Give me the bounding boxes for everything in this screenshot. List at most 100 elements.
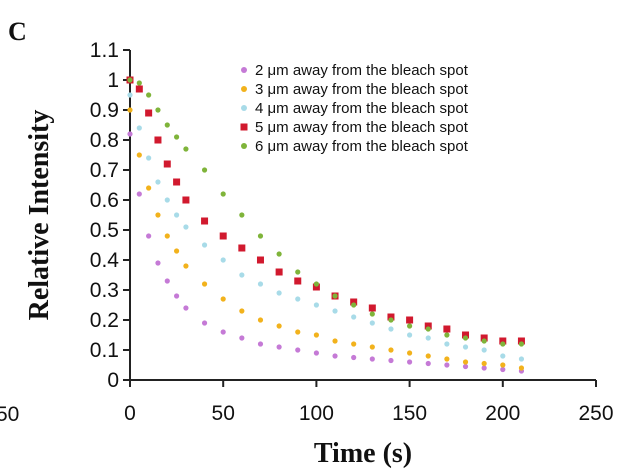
legend-item: 6 μm away from the bleach spot	[241, 138, 469, 155]
data-point	[313, 281, 319, 287]
data-point	[500, 341, 506, 347]
y-tick-label: 0.3	[90, 279, 119, 302]
x-tick-label: 250	[578, 402, 613, 425]
data-point	[276, 251, 282, 257]
legend-label: 6 μm away from the bleach spot	[255, 138, 469, 155]
data-point	[388, 357, 394, 364]
data-point	[313, 332, 319, 338]
data-point	[368, 304, 376, 312]
legend-marker	[241, 86, 247, 92]
y-tick-label: 0.9	[90, 99, 119, 122]
data-point	[295, 347, 301, 353]
left-edge-label: 50	[0, 403, 19, 426]
data-point	[500, 362, 506, 368]
data-point	[351, 314, 357, 320]
data-point	[201, 167, 208, 173]
data-point	[220, 257, 226, 263]
data-point	[444, 356, 450, 362]
data-point	[201, 242, 208, 248]
data-point	[369, 311, 375, 317]
data-point	[174, 212, 180, 218]
legend-marker	[241, 143, 247, 149]
data-point	[183, 263, 189, 269]
legend-item: 2 μm away from the bleach spot	[241, 62, 469, 79]
data-point	[444, 362, 450, 368]
data-point	[155, 212, 161, 218]
data-point	[350, 298, 358, 306]
data-point	[220, 296, 226, 302]
data-point	[155, 107, 161, 113]
data-point	[136, 191, 142, 197]
legend-label: 5 μm away from the bleach spot	[255, 119, 469, 136]
data-point	[480, 334, 488, 342]
data-point	[146, 155, 152, 161]
data-point	[182, 196, 190, 204]
x-tick-label: 100	[299, 402, 334, 425]
data-point	[332, 353, 338, 359]
data-point	[406, 316, 414, 324]
data-point	[387, 313, 395, 321]
data-point	[518, 356, 525, 362]
data-point	[351, 341, 357, 347]
y-axis-label: Relative Intensity	[24, 110, 55, 321]
data-point	[220, 329, 226, 335]
data-point	[294, 277, 302, 285]
plot-area: 0 0.1 0.2 0.3 0.4 0.5 0.6 0.7 0.8 0.9 1 1.1 0 50 100 1…	[90, 39, 614, 425]
data-point	[257, 281, 264, 287]
data-point	[239, 335, 245, 341]
data-point	[332, 293, 338, 299]
data-point	[146, 233, 152, 239]
legend-marker	[240, 123, 248, 131]
legend-marker	[241, 67, 247, 73]
y-tick-label: 0.5	[90, 219, 119, 242]
data-point	[500, 366, 506, 373]
data-point	[154, 136, 162, 144]
data-point	[425, 326, 431, 332]
data-point	[407, 332, 413, 338]
data-point	[518, 341, 525, 347]
data-point	[275, 268, 283, 276]
data-point	[276, 290, 282, 296]
legend-marker	[241, 105, 247, 111]
data-point	[444, 341, 450, 347]
data-point	[295, 269, 301, 275]
data-point	[388, 326, 394, 332]
data-point	[174, 293, 180, 299]
y-tick-label: 0.8	[90, 129, 119, 152]
data-point	[518, 365, 525, 371]
data-point	[163, 160, 171, 168]
data-point	[183, 305, 189, 311]
data-point	[164, 278, 170, 284]
data-point	[369, 356, 375, 362]
x-tick-label: 50	[212, 402, 235, 425]
legend-label: 4 μm away from the bleach spot	[255, 100, 469, 117]
data-point	[164, 122, 170, 128]
y-tick-label: 0.2	[90, 309, 119, 332]
data-point	[146, 92, 152, 98]
data-point	[332, 338, 338, 344]
data-point	[201, 217, 209, 225]
data-point	[481, 347, 487, 353]
data-point	[462, 363, 469, 370]
data-point	[481, 360, 487, 367]
data-point	[183, 146, 189, 152]
data-point	[312, 283, 320, 291]
series-5	[127, 77, 525, 347]
data-point	[462, 335, 469, 341]
data-point	[462, 359, 469, 365]
legend-label: 2 μm away from the bleach spot	[255, 62, 469, 79]
data-point	[407, 359, 413, 365]
legend-item: 5 μm away from the bleach spot	[240, 119, 469, 136]
data-point	[388, 347, 394, 353]
data-point	[127, 131, 133, 137]
data-point	[313, 302, 319, 308]
x-tick-label: 200	[485, 402, 520, 425]
data-point	[239, 308, 245, 314]
data-point	[351, 302, 357, 308]
data-point	[219, 232, 227, 240]
data-point	[127, 77, 133, 83]
data-point	[500, 353, 506, 359]
data-point	[239, 212, 245, 218]
data-point	[425, 360, 431, 367]
data-point	[174, 248, 180, 254]
